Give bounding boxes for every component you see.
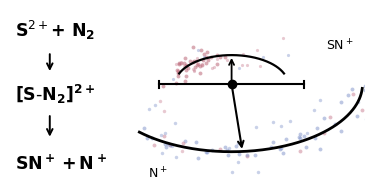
Text: SN$^+$: SN$^+$ (326, 38, 354, 53)
Text: N$^+$: N$^+$ (148, 167, 168, 182)
Text: $\mathbf{SN^++N^+}$: $\mathbf{SN^++N^+}$ (15, 154, 107, 174)
Text: $\mathbf{S}^{2+}\mathbf{+\ N_2}$: $\mathbf{S}^{2+}\mathbf{+\ N_2}$ (15, 19, 95, 42)
Text: $\mathbf{[S\text{-}N_2]^{2+}}$: $\mathbf{[S\text{-}N_2]^{2+}}$ (15, 83, 96, 106)
